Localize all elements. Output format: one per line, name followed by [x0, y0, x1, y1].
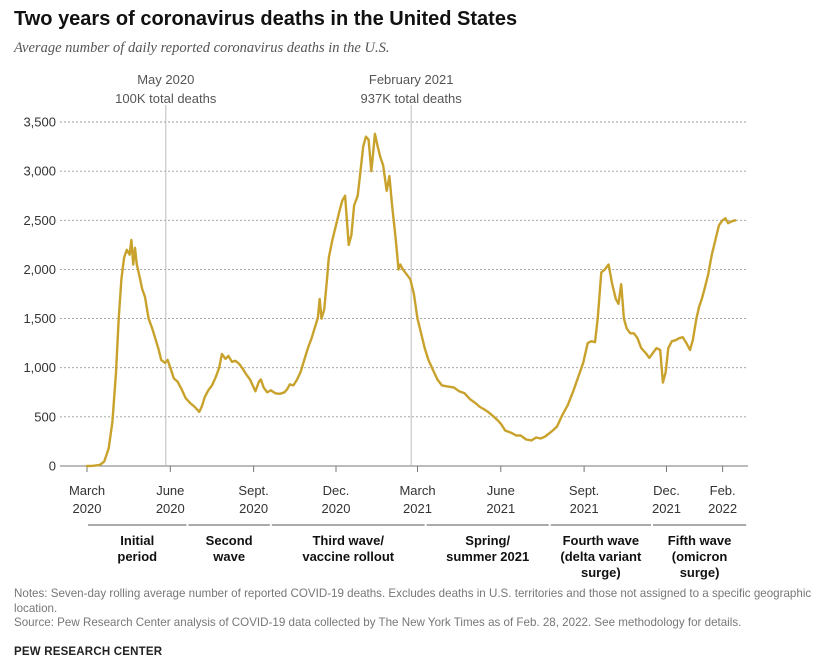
period-label: surge) — [680, 565, 720, 580]
y-tick-label: 1,500 — [23, 311, 56, 326]
x-tick-year: 2020 — [73, 501, 102, 516]
y-tick-label: 0 — [49, 459, 56, 474]
x-axis-ticks: March 2020 June 2020 Sept. 2020 Dec. 2020 March 2… — [69, 466, 737, 516]
x-tick-year: 2021 — [570, 501, 599, 516]
notes-text: Notes: Seven-day rolling average number … — [14, 587, 812, 615]
x-tick-year: 2021 — [652, 501, 681, 516]
milestone-date: May 2020 — [137, 72, 194, 87]
x-tick-label: June — [487, 483, 515, 498]
chart-subtitle: Average number of daily reported coronav… — [14, 40, 390, 56]
gridlines — [60, 121, 748, 467]
milestone-total: 100K total deaths — [115, 91, 217, 106]
x-tick-year: 2020 — [322, 501, 351, 516]
y-tick-label: 1,000 — [23, 360, 56, 375]
period-label: (omicron — [672, 549, 728, 564]
source-text: Source: Pew Research Center analysis of … — [14, 616, 742, 629]
period-label: Fourth wave — [563, 533, 640, 548]
period-label: Second — [206, 533, 253, 548]
x-tick-label: Feb. — [710, 483, 736, 498]
period-label: wave — [212, 549, 245, 564]
y-tick-label: 2,500 — [23, 213, 56, 228]
series-line-deaths — [85, 132, 737, 468]
period-label: Fifth wave — [668, 533, 732, 548]
x-tick-year: 2021 — [486, 501, 515, 516]
period-label: Third wave/ — [312, 533, 384, 548]
y-tick-label: 3,000 — [23, 164, 56, 179]
chart-title: Two years of coronavirus deaths in the U… — [14, 8, 518, 30]
x-tick-year: 2021 — [403, 501, 432, 516]
x-tick-year: 2022 — [708, 501, 737, 516]
period-label: (delta variant — [560, 549, 642, 564]
y-tick-label: 2,000 — [23, 262, 56, 277]
period-label: surge) — [581, 565, 621, 580]
x-tick-label: March — [69, 483, 105, 498]
period-label: vaccine rollout — [302, 549, 394, 564]
period-label: summer 2021 — [446, 549, 529, 564]
x-tick-label: March — [399, 483, 435, 498]
x-tick-label: Sept. — [238, 483, 268, 498]
x-tick-label: Dec. — [323, 483, 350, 498]
notes-block: Notes: Seven-day rolling average number … — [14, 587, 814, 631]
x-tick-year: 2020 — [156, 501, 185, 516]
y-tick-label: 500 — [34, 409, 56, 424]
period-label: period — [117, 549, 157, 564]
x-tick-label: Sept. — [569, 483, 599, 498]
brand-logo-text: PEW RESEARCH CENTER — [14, 646, 163, 658]
y-axis-ticks: 0 500 1,000 1,500 2,000 2,500 3,000 3,500 — [23, 115, 56, 474]
y-tick-label: 3,500 — [23, 115, 56, 130]
series-deaths — [85, 132, 737, 468]
x-tick-year: 2020 — [239, 501, 268, 516]
milestone-date: February 2021 — [369, 72, 454, 87]
x-tick-label: June — [156, 483, 184, 498]
x-tick-label: Dec. — [653, 483, 680, 498]
milestone-total: 937K total deaths — [361, 91, 463, 106]
period-label: Spring/ — [465, 533, 510, 548]
period-label: Initial — [120, 533, 154, 548]
